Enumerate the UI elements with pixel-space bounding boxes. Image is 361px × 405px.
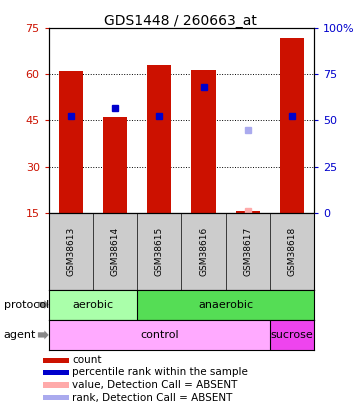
Text: GDS1448 / 260663_at: GDS1448 / 260663_at <box>104 14 257 28</box>
Bar <box>236 211 260 213</box>
Text: GSM38615: GSM38615 <box>155 226 164 276</box>
Bar <box>191 70 216 213</box>
Text: GSM38614: GSM38614 <box>110 226 119 276</box>
Text: aerobic: aerobic <box>73 300 113 310</box>
Bar <box>49 320 270 350</box>
Bar <box>43 382 69 388</box>
Text: rank, Detection Call = ABSENT: rank, Detection Call = ABSENT <box>72 392 232 403</box>
Bar <box>43 395 69 400</box>
Text: control: control <box>140 330 179 340</box>
Bar <box>43 358 69 363</box>
Text: GSM38613: GSM38613 <box>66 226 75 276</box>
Text: GSM38617: GSM38617 <box>243 226 252 276</box>
Text: GSM38618: GSM38618 <box>287 226 296 276</box>
Text: anaerobic: anaerobic <box>198 300 253 310</box>
Bar <box>137 290 314 320</box>
Bar <box>43 370 69 375</box>
Bar <box>270 320 314 350</box>
Bar <box>59 71 83 213</box>
Text: protocol: protocol <box>4 300 49 309</box>
Bar <box>103 117 127 213</box>
Bar <box>280 38 304 213</box>
Text: value, Detection Call = ABSENT: value, Detection Call = ABSENT <box>72 380 238 390</box>
Text: agent: agent <box>4 330 36 340</box>
Text: GSM38616: GSM38616 <box>199 226 208 276</box>
Bar <box>147 65 171 213</box>
Text: percentile rank within the sample: percentile rank within the sample <box>72 367 248 377</box>
Bar <box>49 290 137 320</box>
Text: count: count <box>72 355 102 365</box>
Text: sucrose: sucrose <box>271 330 313 340</box>
